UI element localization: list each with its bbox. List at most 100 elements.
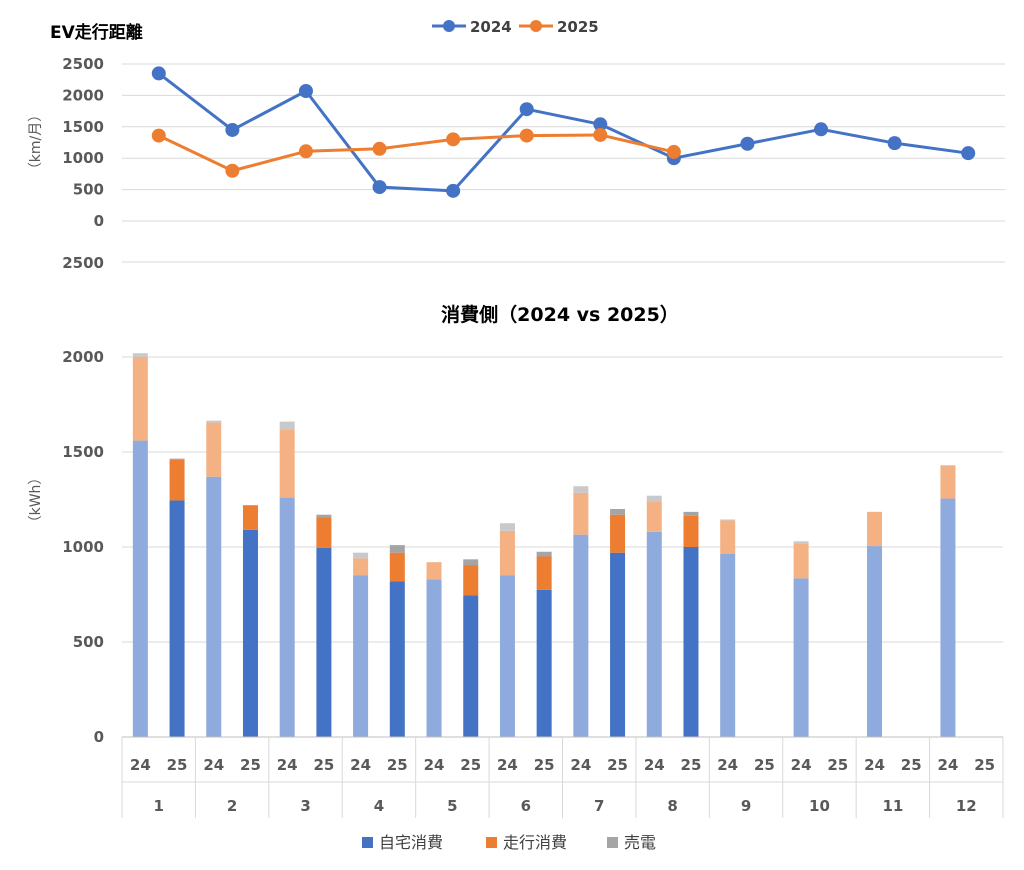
bar-segment-売電-2025-m7 [610, 509, 626, 515]
bar-x-year-label: 24 [203, 756, 224, 774]
bar-segment-自宅消費-2024-m9 [720, 553, 736, 737]
bar-segment-売電-2024-m1 [132, 353, 148, 357]
line-point-2024 [887, 136, 902, 151]
bar-segment-自宅消費-2024-m10 [793, 578, 809, 737]
bar-x-year-label: 25 [827, 756, 848, 774]
bar-segment-自宅消費-2025-m4 [389, 581, 405, 737]
bar-segment-走行消費-2024-m6 [499, 530, 515, 576]
bar-segment-売電-2024-m7 [573, 486, 589, 493]
line-point-2024 [740, 136, 755, 151]
line-point-2025 [519, 128, 534, 143]
bar-segment-自宅消費-2025-m7 [610, 552, 626, 737]
line-point-2025 [298, 144, 313, 159]
bar-y-tick-label: 2000 [62, 348, 104, 366]
line-y-tick-label: 1500 [62, 118, 104, 136]
bar-segment-走行消費-2024-m5 [426, 562, 442, 580]
bar-segment-売電-2025-m3 [316, 514, 332, 518]
line-y-tick-label: 1000 [62, 149, 104, 167]
bar-segment-走行消費-2025-m7 [610, 514, 626, 553]
bar-y-tick-label: 0 [94, 728, 104, 746]
bar-x-year-label: 25 [534, 756, 555, 774]
legend-label: 売電 [624, 833, 656, 852]
bar-segment-売電-2024-m3 [279, 421, 295, 430]
bar-y-tick-label: 1500 [62, 443, 104, 461]
bar-segment-走行消費-2025-m1 [169, 459, 185, 501]
bar-x-year-label: 24 [938, 756, 959, 774]
bar-segment-売電-2024-m6 [499, 523, 515, 531]
legend-label-2025: 2025 [557, 18, 599, 36]
bar-x-month-label: 3 [300, 797, 310, 815]
bar-segment-自宅消費-2024-m4 [353, 575, 369, 737]
bar-segment-自宅消費-2024-m7 [573, 534, 589, 737]
bar-x-month-label: 7 [594, 797, 604, 815]
bar-segment-走行消費-2024-m9 [720, 520, 736, 554]
bar-segment-自宅消費-2025-m1 [169, 500, 185, 737]
bar-x-year-label: 25 [240, 756, 261, 774]
bar-segment-走行消費-2024-m4 [353, 558, 369, 576]
bar-segment-売電-2025-m4 [389, 545, 405, 553]
bar-segment-売電-2025-m5 [463, 559, 479, 566]
bar-segment-走行消費-2025-m2 [242, 505, 258, 530]
bar-x-year-label: 25 [313, 756, 334, 774]
bar-segment-自宅消費-2024-m11 [867, 546, 883, 737]
line-chart-legend: 2024 2025 [432, 18, 599, 36]
bar-segment-自宅消費-2025-m6 [536, 589, 552, 737]
bar-segment-自宅消費-2025-m8 [683, 547, 699, 737]
bar-x-year-label: 24 [277, 756, 298, 774]
line-path-2024 [157, 72, 969, 193]
legend-item-2024: 2024 [432, 18, 512, 36]
line-point-2025 [593, 127, 608, 142]
bar-segment-売電-2024-m4 [353, 552, 369, 559]
line-series-2024 [151, 66, 976, 198]
line-y-tick-label: 2000 [62, 86, 104, 104]
line-point-2024 [151, 66, 166, 81]
bar-x-month-label: 4 [374, 797, 384, 815]
line-point-2025 [151, 128, 166, 143]
line-y-tick-label: 0 [94, 212, 104, 230]
bar-segment-自宅消費-2024-m5 [426, 579, 442, 737]
bar-x-year-label: 25 [460, 756, 481, 774]
line-series-2025 [151, 127, 681, 178]
bar-x-month-label: 12 [956, 797, 977, 815]
line-y-tick-label: 500 [73, 181, 104, 199]
bar-segment-走行消費-2024-m7 [573, 492, 589, 535]
bar-chart: 消費側（2024 vs 2025） （kWh） 2000 1500 1000 500 0… [28, 303, 1004, 852]
bar-segment-自宅消費-2025-m5 [463, 595, 479, 737]
bar-chart-x-axis: 24 25 1 24 25 2 24 25 3 24 25 4 24 25 5 24 25 6 24 25 7 24 25 8… [121, 736, 1004, 818]
bar-segment-走行消費-2024-m10 [793, 543, 809, 579]
bar-segment-走行消費-2024-m3 [279, 429, 295, 498]
legend-label: 走行消費 [503, 833, 567, 852]
line-chart-y-ticks: 2500 2000 1500 1000 500 0 [62, 55, 104, 230]
bar-x-year-label: 24 [424, 756, 445, 774]
bar-segment-走行消費-2024-m8 [646, 501, 662, 532]
bar-x-year-label: 25 [754, 756, 775, 774]
line-point-2025 [666, 144, 681, 159]
bar-segment-自宅消費-2024-m6 [499, 575, 515, 737]
bar-x-month-label: 1 [153, 797, 163, 815]
bar-segment-自宅消費-2024-m2 [206, 476, 222, 737]
bar-x-year-label: 25 [681, 756, 702, 774]
line-point-2024 [446, 183, 461, 198]
bar-x-year-label: 24 [864, 756, 885, 774]
line-chart-ylabel: （km/月） [28, 108, 44, 176]
bar-x-month-label: 9 [741, 797, 751, 815]
line-point-2024 [225, 122, 240, 137]
line-point-2024 [961, 146, 976, 161]
line-point-2024 [593, 117, 608, 132]
bar-segment-自宅消費-2025-m2 [242, 529, 258, 737]
bar-x-year-label: 25 [901, 756, 922, 774]
legend-label-2024: 2024 [470, 18, 512, 36]
legend-item-2025: 2025 [519, 18, 599, 36]
bar-segment-自宅消費-2024-m1 [132, 440, 148, 737]
line-point-2025 [446, 132, 461, 147]
bar-segment-自宅消費-2024-m12 [940, 498, 956, 737]
bar-x-year-label: 24 [350, 756, 371, 774]
bar-y-tick-label: 1000 [62, 538, 104, 556]
line-point-2025 [372, 141, 387, 156]
bar-segment-走行消費-2025-m4 [389, 552, 405, 582]
bar-segment-売電-2024-m8 [646, 495, 662, 502]
bar-x-month-label: 5 [447, 797, 457, 815]
legend-swatch [362, 837, 373, 848]
bar-chart-y-ticks: 2000 1500 1000 500 0 [62, 348, 104, 746]
